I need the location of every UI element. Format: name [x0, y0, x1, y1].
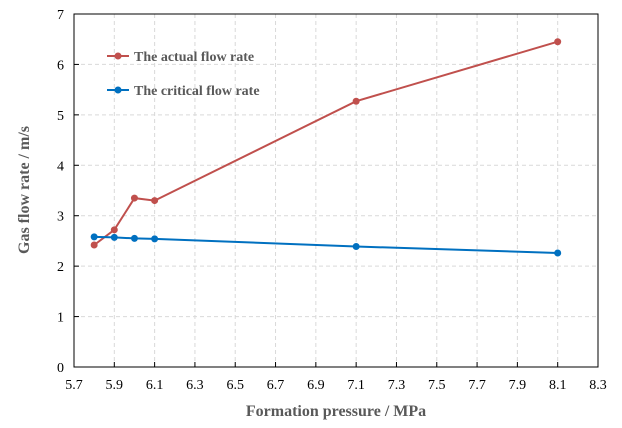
- y-axis-ticks: 0 1 2 3 4 5 6 7: [57, 8, 79, 376]
- legend-marker-1: [114, 52, 122, 60]
- x-tick-label: 5.7: [65, 378, 83, 393]
- series-1-point: [130, 194, 138, 202]
- x-axis-title: Formation pressure / MPa: [246, 403, 426, 420]
- series-1-point: [352, 97, 360, 105]
- x-tick-label: 6.9: [307, 378, 325, 393]
- series-1-point: [110, 226, 118, 234]
- legend-marker-2: [114, 86, 122, 94]
- series-2-point: [554, 249, 562, 257]
- series-line-2: [94, 235, 558, 254]
- legend-label-1: The actual flow rate: [134, 50, 254, 65]
- y-tick-label: 6: [57, 58, 64, 73]
- x-tick-label: 6.1: [146, 378, 164, 393]
- x-tick-label: 7.7: [468, 378, 486, 393]
- legend: The actual flow rate The critical flow ra…: [107, 50, 260, 99]
- series-2-point: [110, 233, 118, 241]
- series-2-point: [151, 235, 159, 243]
- x-tick-label: 6.3: [186, 378, 204, 393]
- y-tick-label: 2: [57, 260, 64, 275]
- y-axis-title: Gas flow rate / m/s: [16, 126, 33, 254]
- y-tick-label: 4: [57, 159, 64, 174]
- series-1-point: [90, 241, 98, 249]
- plot-area-border: [73, 13, 599, 368]
- series-2-point: [130, 234, 138, 242]
- x-tick-label: 7.3: [388, 378, 406, 393]
- grid-lines: [74, 14, 598, 367]
- x-tick-label: 5.9: [106, 378, 124, 393]
- x-tick-label: 6.5: [226, 378, 244, 393]
- x-tick-label: 7.9: [509, 378, 527, 393]
- series-line-1: [93, 40, 558, 246]
- y-tick-label: 0: [57, 361, 64, 376]
- x-tick-label: 7.5: [428, 378, 446, 393]
- series-1-point: [554, 38, 562, 46]
- y-tick-label: 3: [57, 210, 64, 225]
- x-tick-label: 8.1: [549, 378, 567, 393]
- y-tick-label: 1: [57, 311, 64, 326]
- x-tick-label: 6.7: [267, 378, 285, 393]
- x-tick-label: 7.1: [347, 378, 365, 393]
- y-tick-label: 5: [57, 109, 64, 124]
- series-1-point: [151, 197, 159, 205]
- series-2-point: [90, 233, 98, 241]
- legend-label-2: The critical flow rate: [134, 84, 260, 99]
- x-axis-ticks: 5.7 5.9 6.1 6.3 6.5 6.7 6.9 7.1 7.3 7.5 7.7 7.9 8.1 8…: [65, 362, 607, 393]
- series-2-point: [352, 242, 360, 250]
- series-group: [90, 38, 562, 257]
- y-tick-label: 7: [57, 8, 64, 23]
- x-tick-label: 8.3: [589, 378, 607, 393]
